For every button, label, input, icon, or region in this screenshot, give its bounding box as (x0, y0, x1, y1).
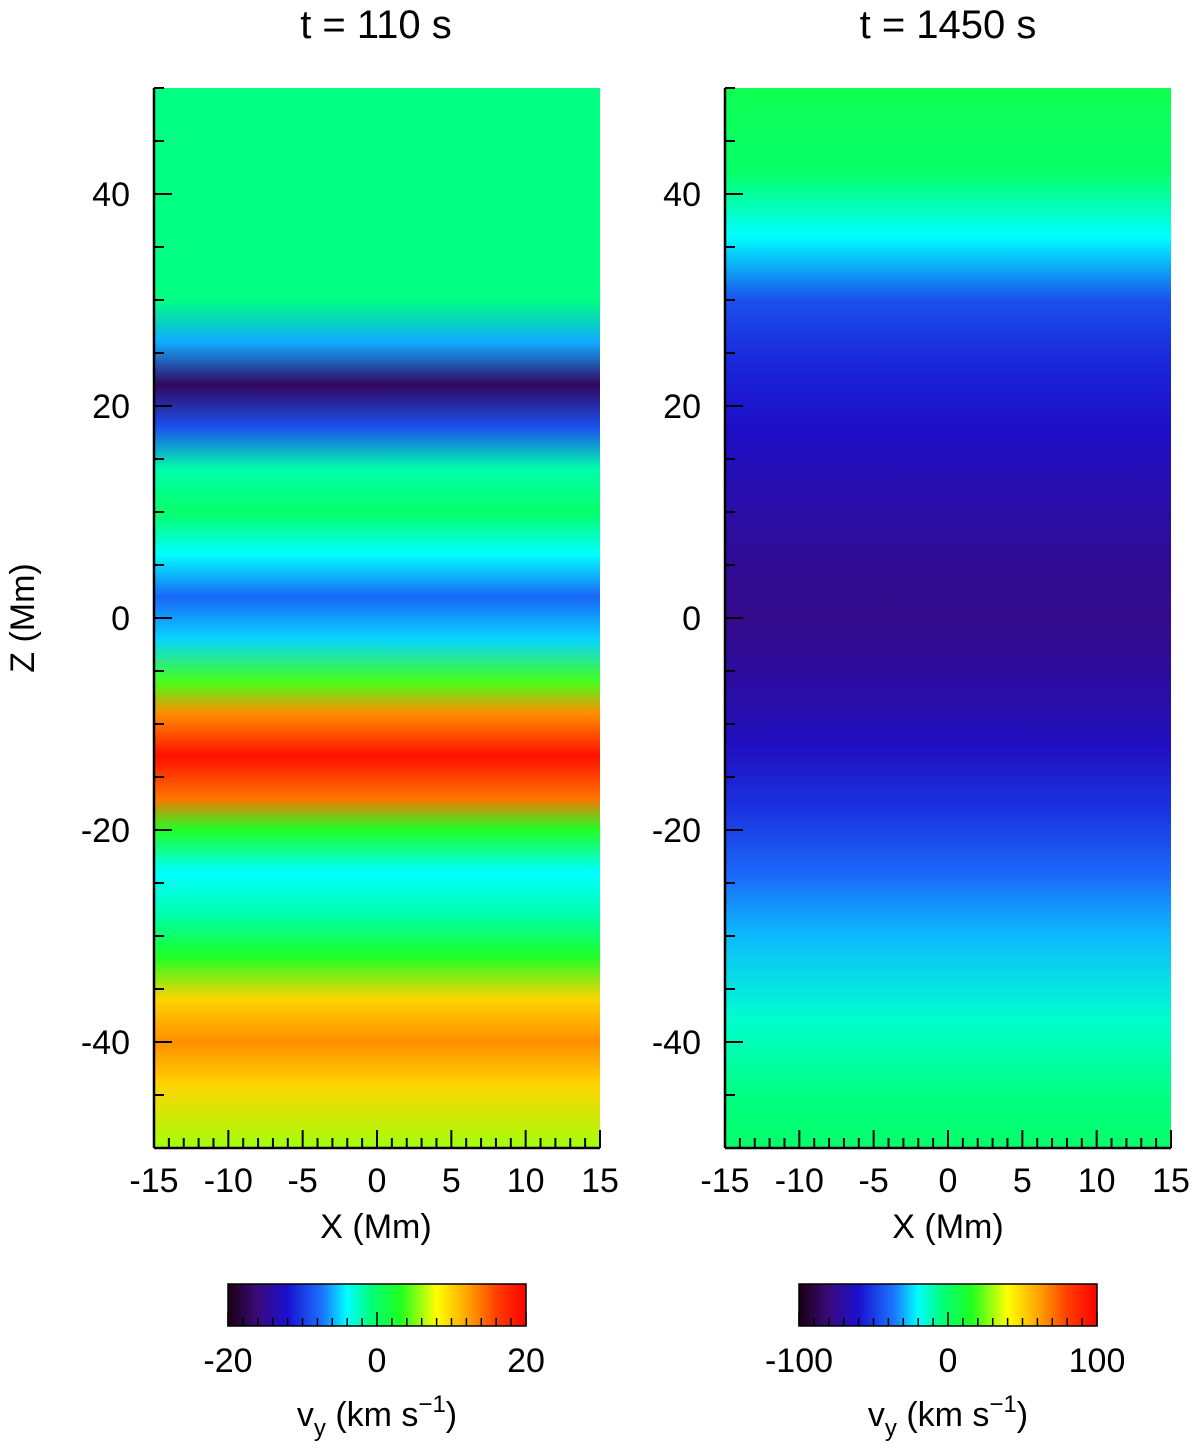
x-tick-label: 15 (1152, 1162, 1190, 1200)
y-tick-label: 20 (663, 388, 701, 426)
x-tick-label: 5 (442, 1162, 461, 1200)
panel-left-colorbar-ticks: -20 0 20 (203, 1312, 545, 1380)
panel-right-colorbar-ticks: -100 0 100 (765, 1312, 1125, 1380)
y-tick-label: 20 (92, 388, 130, 426)
cb-label-main: v (297, 1396, 314, 1434)
panel-right-colorbar: -100 0 100 vy (km s−1) (765, 1283, 1125, 1442)
x-tick-label: -10 (204, 1162, 253, 1200)
colorbar-tick-label: 0 (939, 1342, 958, 1380)
panel-right-colorbar-label: vy (km s−1) (868, 1391, 1028, 1442)
colorbar-tick-label: -20 (203, 1342, 252, 1380)
cb-label-unit: (km s (897, 1396, 990, 1434)
cb-label-close: ) (446, 1396, 457, 1434)
panel-left-title: t = 110 s (300, 3, 452, 47)
x-tick-label: -5 (288, 1162, 318, 1200)
y-tick-label: -40 (652, 1024, 701, 1062)
panel-right-heatmap (725, 88, 1171, 1148)
y-tick-label: 40 (92, 176, 130, 214)
colorbar-tick-label: 100 (1069, 1342, 1126, 1380)
panel-left-ylabel: Z (Mm) (4, 563, 42, 673)
x-tick-label: 15 (581, 1162, 619, 1200)
colorbar-tick-label: 0 (368, 1342, 387, 1380)
x-tick-label: 0 (939, 1162, 958, 1200)
y-tick-label: -20 (652, 812, 701, 850)
panel-left: t = 110 s -40 -20 0 20 40 -15 -10 -5 0 5 10 15 X (M… (4, 3, 619, 1442)
cb-label-main: v (868, 1396, 885, 1434)
cb-label-exp: −1 (989, 1391, 1016, 1418)
panel-right-title: t = 1450 s (860, 3, 1037, 47)
panel-right-axes: -40 -20 0 20 40 -15 -10 -5 0 5 10 15 (652, 87, 1190, 1200)
panel-left-colorbar-label: vy (km s−1) (297, 1391, 457, 1442)
x-tick-label: 5 (1013, 1162, 1032, 1200)
x-tick-label: -15 (129, 1162, 178, 1200)
cb-label-unit: (km s (326, 1396, 419, 1434)
colorbar-tick-label: -100 (765, 1342, 833, 1380)
x-tick-label: 10 (507, 1162, 545, 1200)
colorbar-tick-label: 20 (507, 1342, 545, 1380)
panel-right-xlabel: X (Mm) (892, 1208, 1003, 1246)
panel-right: t = 1450 s -40 -20 0 20 40 -15 -10 -5 0 5 10 15 X (… (652, 3, 1190, 1442)
y-tick-label: 40 (663, 176, 701, 214)
cb-label-close: ) (1017, 1396, 1028, 1434)
x-tick-label: -5 (859, 1162, 889, 1200)
y-tick-label: -20 (81, 812, 130, 850)
y-tick-label: -40 (81, 1024, 130, 1062)
y-tick-label: 0 (111, 600, 130, 638)
panel-left-heatmap (154, 88, 600, 1148)
x-tick-label: -15 (700, 1162, 749, 1200)
x-tick-label: -10 (775, 1162, 824, 1200)
panel-left-axes: -40 -20 0 20 40 -15 -10 -5 0 5 10 15 (81, 87, 619, 1200)
x-tick-label: 0 (368, 1162, 387, 1200)
panel-left-colorbar: -20 0 20 vy (km s−1) (203, 1283, 545, 1442)
cb-label-sub: y (885, 1415, 897, 1442)
y-tick-label: 0 (682, 600, 701, 638)
x-tick-label: 10 (1078, 1162, 1116, 1200)
cb-label-sub: y (314, 1415, 326, 1442)
cb-label-exp: −1 (418, 1391, 445, 1418)
panel-left-xlabel: X (Mm) (320, 1208, 431, 1246)
